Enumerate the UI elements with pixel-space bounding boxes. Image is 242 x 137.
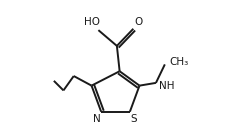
Text: HO: HO: [83, 17, 99, 27]
Text: S: S: [130, 114, 137, 123]
Text: O: O: [134, 17, 142, 27]
Text: N: N: [93, 114, 101, 123]
Text: NH: NH: [159, 81, 174, 91]
Text: CH₃: CH₃: [169, 57, 188, 67]
